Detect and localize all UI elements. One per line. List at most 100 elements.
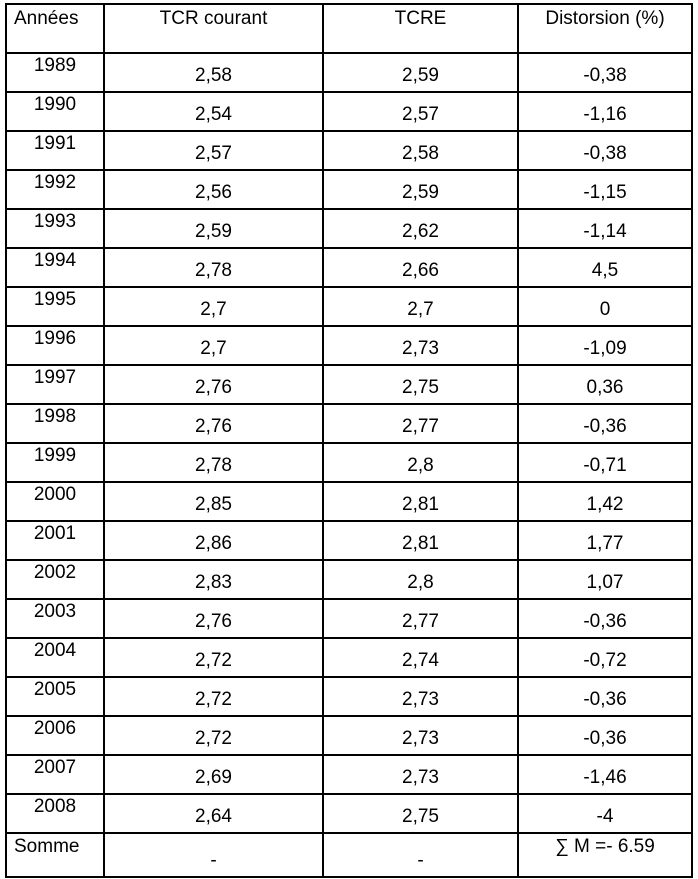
distorsion-cell: -1,46: [517, 754, 693, 795]
tcr-distorsion-table: Années TCR courant TCRE Distorsion (%) 1…: [5, 3, 693, 878]
year-cell: 2000: [5, 481, 105, 522]
tcre-cell: 2,66: [322, 247, 519, 288]
year-cell: 1991: [5, 130, 105, 171]
distorsion-cell: -0,72: [517, 637, 693, 678]
tcr-courant-cell: 2,59: [103, 208, 324, 249]
tcre-cell: 2,77: [322, 598, 519, 639]
table-row: 1989 2,58 2,59 -0,38: [5, 52, 693, 93]
year-cell: 1994: [5, 247, 105, 288]
table-row: 2002 2,83 2,8 1,07: [5, 559, 693, 600]
somme-tcr-courant-cell: -: [103, 832, 324, 878]
tcr-courant-cell: 2,69: [103, 754, 324, 795]
year-cell: 2001: [5, 520, 105, 561]
distorsion-cell: -1,15: [517, 169, 693, 210]
tcr-courant-cell: 2,64: [103, 793, 324, 834]
tcr-courant-cell: 2,76: [103, 403, 324, 444]
tcr-courant-cell: 2,57: [103, 130, 324, 171]
tcre-cell: 2,8: [322, 559, 519, 600]
tcre-cell: 2,73: [322, 325, 519, 366]
tcr-courant-cell: 2,58: [103, 52, 324, 93]
table-row: 1998 2,76 2,77 -0,36: [5, 403, 693, 444]
distorsion-cell: -1,09: [517, 325, 693, 366]
year-cell: 2004: [5, 637, 105, 678]
distorsion-cell: -0,38: [517, 130, 693, 171]
year-cell: 2003: [5, 598, 105, 639]
tcre-cell: 2,81: [322, 481, 519, 522]
distorsion-cell: -0,71: [517, 442, 693, 483]
year-cell: 1997: [5, 364, 105, 405]
distorsion-cell: -0,36: [517, 403, 693, 444]
table-row: 1994 2,78 2,66 4,5: [5, 247, 693, 288]
tcr-courant-cell: 2,72: [103, 676, 324, 717]
table-row: 1991 2,57 2,58 -0,38: [5, 130, 693, 171]
distorsion-cell: -0,36: [517, 598, 693, 639]
year-cell: 2005: [5, 676, 105, 717]
table-header-row: Années TCR courant TCRE Distorsion (%): [5, 3, 693, 54]
column-header-annees: Années: [5, 3, 105, 54]
somme-label-cell: Somme: [5, 832, 105, 878]
tcr-courant-cell: 2,83: [103, 559, 324, 600]
table-row: 1993 2,59 2,62 -1,14: [5, 208, 693, 249]
tcre-cell: 2,74: [322, 637, 519, 678]
table-row: 2004 2,72 2,74 -0,72: [5, 637, 693, 678]
table-body: 1989 2,58 2,59 -0,38 1990 2,54 2,57 -1,16 1991 2,…: [5, 52, 693, 834]
table-row: 1999 2,78 2,8 -0,71: [5, 442, 693, 483]
distorsion-cell: 1,77: [517, 520, 693, 561]
tcre-cell: 2,73: [322, 715, 519, 756]
column-header-distorsion: Distorsion (%): [517, 3, 693, 54]
tcre-cell: 2,73: [322, 754, 519, 795]
tcr-courant-cell: 2,72: [103, 715, 324, 756]
distorsion-cell: -1,16: [517, 91, 693, 132]
column-header-tcr-courant: TCR courant: [103, 3, 324, 54]
distorsion-cell: -0,36: [517, 676, 693, 717]
tcre-cell: 2,59: [322, 52, 519, 93]
somme-tcre-cell: -: [322, 832, 519, 878]
table-row: 2003 2,76 2,77 -0,36: [5, 598, 693, 639]
distorsion-cell: -0,36: [517, 715, 693, 756]
year-cell: 1989: [5, 52, 105, 93]
distorsion-cell: -1,14: [517, 208, 693, 249]
tcr-courant-cell: 2,76: [103, 364, 324, 405]
year-cell: 2006: [5, 715, 105, 756]
table-row: 1990 2,54 2,57 -1,16: [5, 91, 693, 132]
distorsion-cell: -4: [517, 793, 693, 834]
tcre-cell: 2,8: [322, 442, 519, 483]
table-row: 2008 2,64 2,75 -4: [5, 793, 693, 834]
table-footer: Somme - - ∑ M =- 6.59: [5, 832, 693, 878]
table-row: 2006 2,72 2,73 -0,36: [5, 715, 693, 756]
somme-row: Somme - - ∑ M =- 6.59: [5, 832, 693, 878]
tcr-courant-cell: 2,7: [103, 325, 324, 366]
tcr-courant-cell: 2,56: [103, 169, 324, 210]
tcre-cell: 2,57: [322, 91, 519, 132]
year-cell: 1993: [5, 208, 105, 249]
tcr-courant-cell: 2,7: [103, 286, 324, 327]
year-cell: 1998: [5, 403, 105, 444]
table-row: 2007 2,69 2,73 -1,46: [5, 754, 693, 795]
year-cell: 2007: [5, 754, 105, 795]
tcre-cell: 2,77: [322, 403, 519, 444]
tcr-courant-cell: 2,78: [103, 247, 324, 288]
tcr-courant-cell: 2,78: [103, 442, 324, 483]
year-cell: 2008: [5, 793, 105, 834]
year-cell: 1999: [5, 442, 105, 483]
tcre-cell: 2,58: [322, 130, 519, 171]
column-header-tcre: TCRE: [322, 3, 519, 54]
table-row: 1996 2,7 2,73 -1,09: [5, 325, 693, 366]
distorsion-cell: 4,5: [517, 247, 693, 288]
tcre-cell: 2,7: [322, 286, 519, 327]
distorsion-cell: -0,38: [517, 52, 693, 93]
table-row: 1997 2,76 2,75 0,36: [5, 364, 693, 405]
year-cell: 1990: [5, 91, 105, 132]
tcre-cell: 2,73: [322, 676, 519, 717]
year-cell: 1992: [5, 169, 105, 210]
table-row: 2001 2,86 2,81 1,77: [5, 520, 693, 561]
tcr-courant-cell: 2,86: [103, 520, 324, 561]
year-cell: 2002: [5, 559, 105, 600]
tcre-cell: 2,62: [322, 208, 519, 249]
tcre-cell: 2,59: [322, 169, 519, 210]
distorsion-cell: 1,07: [517, 559, 693, 600]
distorsion-cell: 0: [517, 286, 693, 327]
year-cell: 1996: [5, 325, 105, 366]
tcre-cell: 2,75: [322, 793, 519, 834]
somme-distorsion-cell: ∑ M =- 6.59: [517, 832, 693, 878]
